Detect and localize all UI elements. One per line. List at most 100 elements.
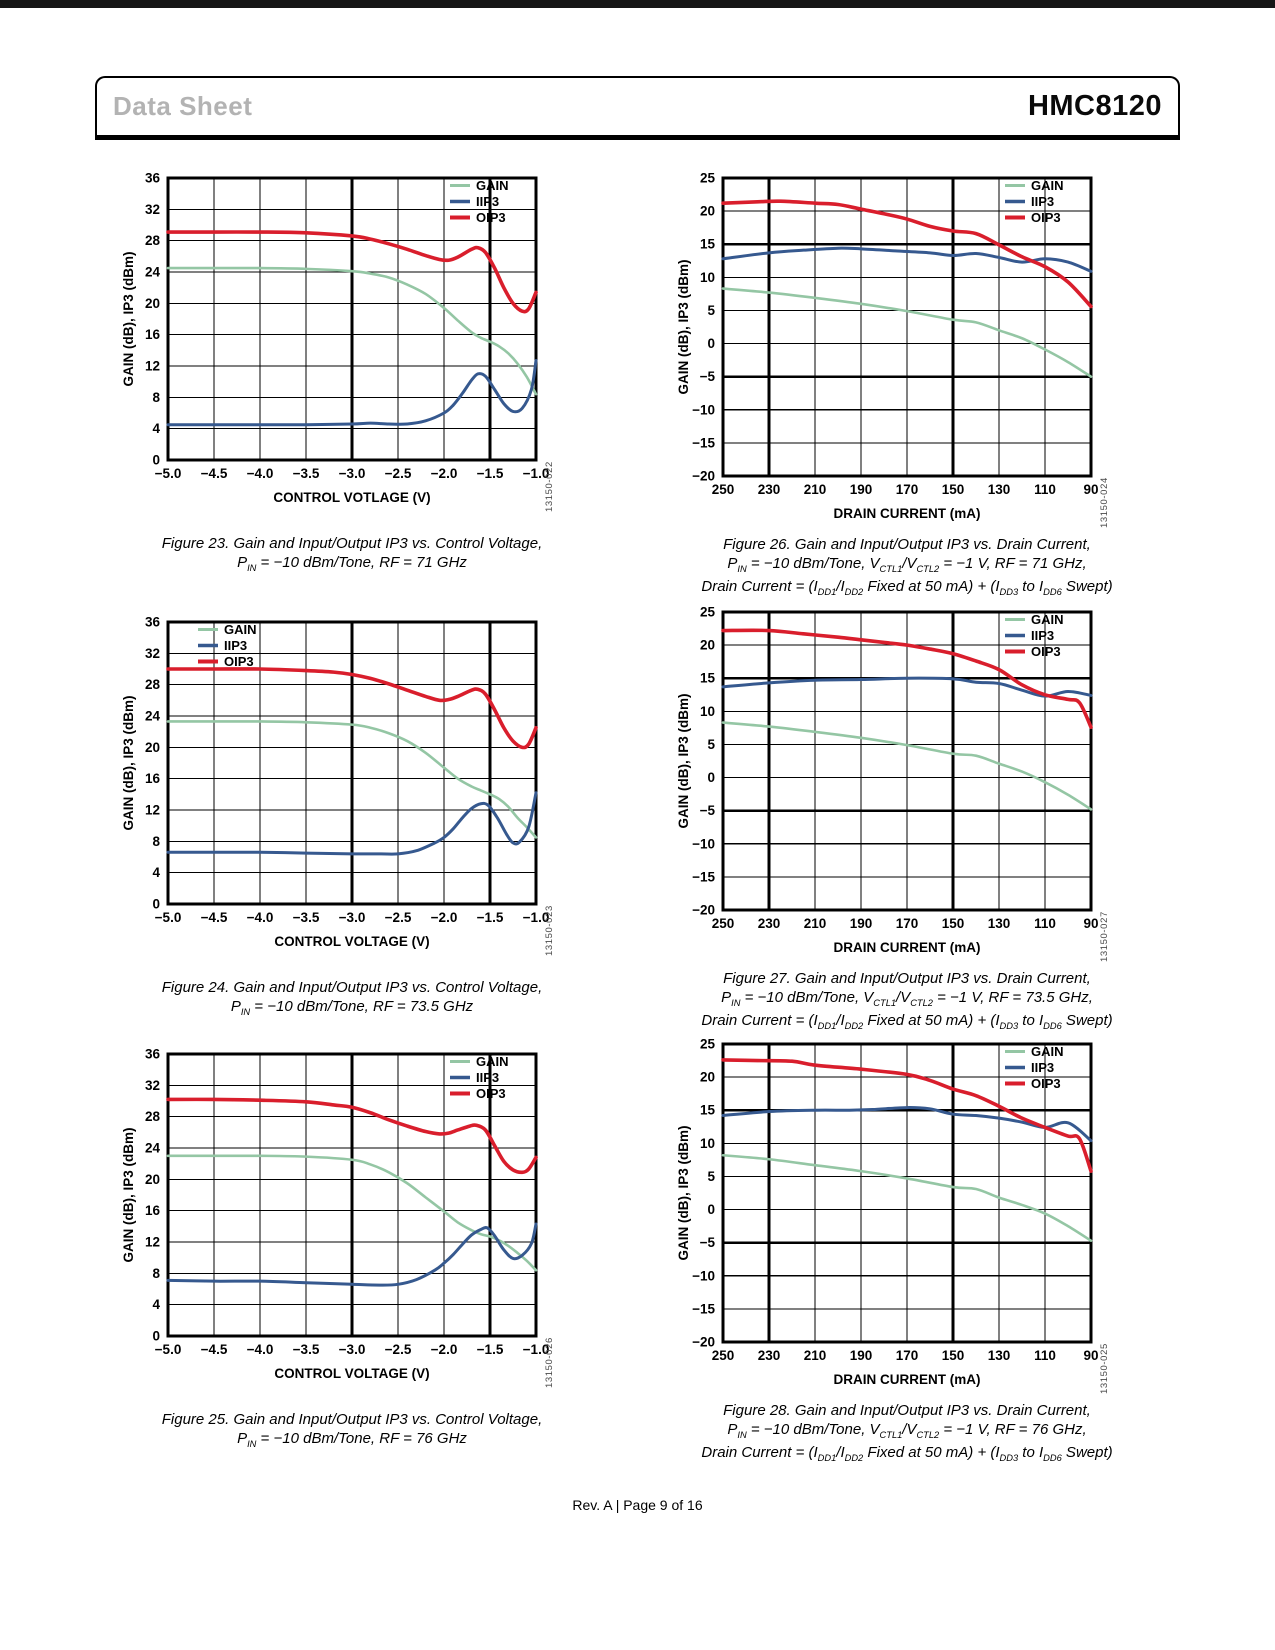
page-top-edge [0,0,1275,8]
y-tick-label: −5 [700,369,716,384]
figure-27-caption: Figure 27. Gain and Input/Output IP3 vs.… [677,970,1137,1036]
y-axis-label: GAIN (dB), IP3 (dBm) [121,252,136,387]
series-iip3 [166,1222,538,1287]
doc-type-label: Data Sheet [113,91,253,121]
figure-code: 13150-022 [544,461,555,512]
legend-label-iip3: IIP3 [1031,1060,1054,1075]
x-tick-label: −3.0 [339,466,366,481]
y-tick-label: 12 [145,359,160,374]
x-tick-label: −1.0 [523,910,550,925]
legend-label-oip3: OIP3 [1031,1076,1061,1091]
legend-label-iip3: IIP3 [1031,628,1054,643]
legend-label-gain: GAIN [1031,178,1064,193]
y-axis-label: GAIN (dB), IP3 (dBm) [676,1126,691,1261]
y-tick-label: −10 [692,402,715,417]
y-tick-label: −15 [692,435,715,450]
plot-frame [721,1042,1093,1344]
series-gain [166,720,538,839]
x-axis-label: CONTROL VOLTAGE (V) [274,934,429,949]
y-tick-label: 5 [707,1169,715,1184]
legend-label-oip3: OIP3 [224,654,254,669]
x-tick-label: −2.5 [385,1342,412,1357]
y-tick-label: −20 [692,903,715,918]
x-tick-label: −2.5 [385,466,412,481]
figure-27-chart: GAIN IIP3 OIP3 25 20 15 10 5 0 −5 −10 −15 −20 250 230 2… [668,602,1116,1032]
series-oip3 [721,199,1093,309]
series-gain [721,721,1093,811]
series-oip3 [166,230,538,314]
y-tick-label: 20 [700,1070,715,1085]
x-axis-label: DRAIN CURRENT (mA) [834,1372,981,1387]
plot-frame [166,620,538,906]
x-tick-label: 150 [942,916,965,931]
x-tick-label: 230 [758,916,781,931]
plot-frame [721,610,1093,912]
x-axis-label: CONTROL VOTLAGE (V) [273,490,430,505]
plot-frame [721,176,1093,478]
x-tick-label: 190 [850,482,873,497]
legend-label-oip3: OIP3 [1031,210,1061,225]
y-tick-label: 0 [707,1202,715,1217]
y-tick-label: −20 [692,1335,715,1350]
legend-label-iip3: IIP3 [224,638,247,653]
y-tick-label: 32 [145,1078,160,1093]
x-tick-label: −4.5 [201,466,228,481]
legend-label-gain: GAIN [476,178,509,193]
y-tick-label: 15 [700,237,716,252]
y-tick-label: −20 [692,469,715,484]
x-axis-label: DRAIN CURRENT (mA) [834,940,981,955]
figure-caption-line: Drain Current = (IDD1/IDD2 Fixed at 50 m… [701,1444,1113,1463]
part-number: HMC8120 [1027,90,1162,122]
y-tick-label: 4 [152,865,160,880]
y-axis-label: GAIN (dB), IP3 (dBm) [121,1128,136,1263]
x-tick-label: 110 [1034,916,1056,931]
y-tick-label: 20 [145,296,160,311]
x-tick-label: −4.0 [247,910,274,925]
x-tick-label: 230 [758,482,781,497]
x-tick-label: −1.0 [523,1342,550,1357]
y-axis-label: GAIN (dB), IP3 (dBm) [121,696,136,831]
x-tick-label: −4.0 [247,1342,274,1357]
axis-labels: 0 4 8 12 16 20 24 28 32 36 −5.0 −4.5 −4.0 −3.5 −3.0 −2.… [121,615,555,957]
figure-caption-line: PIN = −10 dBm/Tone, VCTL1/VCTL2 = −1 V, … [721,988,1093,1008]
y-axis-label: GAIN (dB), IP3 (dBm) [676,694,691,829]
y-tick-label: 28 [145,677,161,692]
x-tick-label: 170 [896,916,919,931]
figure-caption-line: PIN = −10 dBm/Tone, RF = 76 GHz [237,1429,467,1449]
y-tick-label: 20 [145,1172,160,1187]
x-tick-label: −4.5 [201,910,228,925]
legend-label-iip3: IIP3 [476,194,499,209]
x-tick-label: −1.5 [477,910,504,925]
series-oip3 [721,628,1093,730]
x-tick-label: 110 [1034,1348,1056,1363]
x-tick-label: 210 [804,1348,827,1363]
series-gain [166,266,538,396]
x-tick-label: 150 [942,482,965,497]
legend-label-gain: GAIN [1031,1044,1064,1059]
x-tick-label: 90 [1083,916,1098,931]
x-tick-label: −4.0 [247,466,274,481]
x-tick-label: −2.0 [431,1342,458,1357]
y-tick-label: 15 [700,671,716,686]
x-axis-label: CONTROL VOLTAGE (V) [274,1366,429,1381]
x-tick-label: −2.0 [431,466,458,481]
figure-caption-line: Figure 24. Gain and Input/Output IP3 vs.… [161,979,543,996]
x-tick-label: 130 [988,916,1011,931]
y-tick-label: 32 [145,202,160,217]
x-tick-label: 130 [988,1348,1011,1363]
figure-28-caption: Figure 28. Gain and Input/Output IP3 vs.… [677,1402,1137,1468]
y-tick-label: 12 [145,1235,160,1250]
legend-label-iip3: IIP3 [1031,194,1054,209]
y-tick-label: 16 [145,327,161,342]
series-lines [166,667,538,856]
series-iip3 [166,791,538,856]
x-tick-label: 250 [712,1348,735,1363]
legend-label-iip3: IIP3 [476,1070,499,1085]
